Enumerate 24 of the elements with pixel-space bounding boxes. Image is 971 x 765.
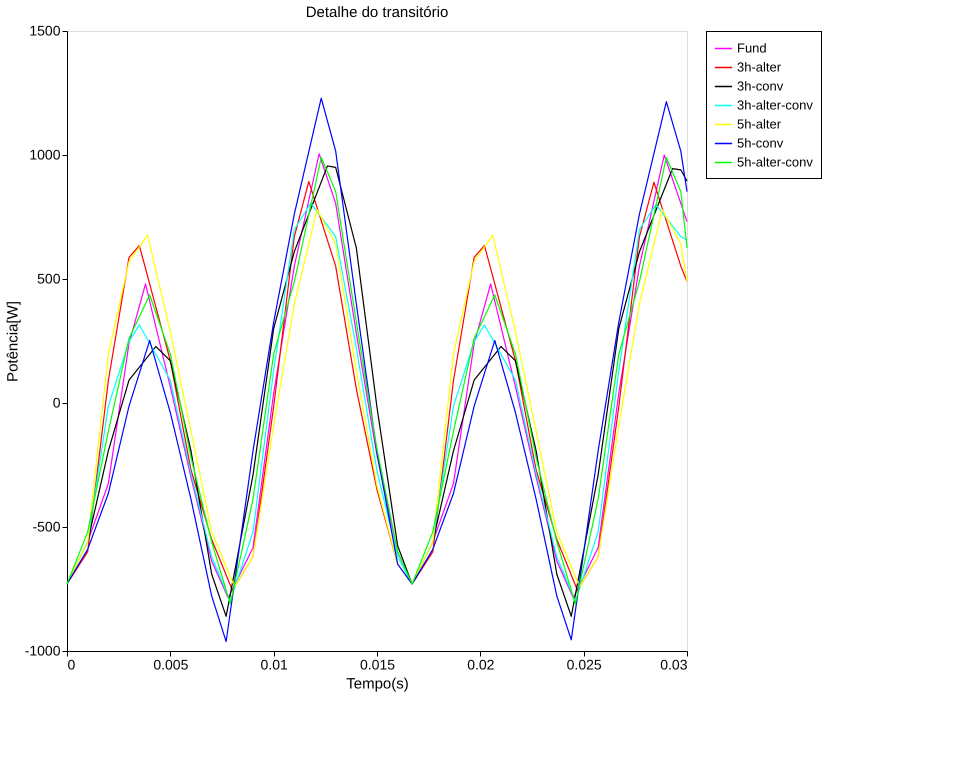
line-series	[66, 98, 688, 642]
x-tick-label: 0.005	[153, 656, 189, 672]
y-tick-label: 0	[52, 394, 61, 410]
chart-title: Detalhe do transitório	[306, 4, 448, 21]
x-tick-label: 0.02	[467, 656, 495, 672]
legend-label: 5h-alter	[737, 116, 782, 132]
x-tick-label: 0.015	[360, 656, 396, 672]
legend-label: 3h-conv	[737, 78, 784, 94]
legend-label: Fund	[737, 40, 767, 56]
x-axis-title: Tempo(s)	[346, 676, 409, 692]
legend-label: 3h-alter-conv	[737, 98, 814, 112]
legend-label: 5h-conv	[737, 136, 784, 150]
y-axis-title: Potência[W]	[4, 301, 22, 382]
x-tick-label: 0.01	[260, 656, 288, 672]
legend-label: 3h-alter	[737, 60, 782, 74]
x-tick-label: 0.03	[660, 656, 688, 672]
y-tick-label: -1000	[24, 642, 61, 658]
y-tick-label: 500	[37, 270, 61, 286]
y-tick-label: 1000	[29, 146, 61, 162]
y-tick-label: -500	[32, 518, 61, 534]
x-tick-label: 0.025	[566, 656, 602, 672]
x-tick-label: 0	[68, 656, 76, 672]
legend-label: 5h-alter-conv	[737, 154, 814, 170]
y-tick-label: 1500	[29, 22, 61, 38]
